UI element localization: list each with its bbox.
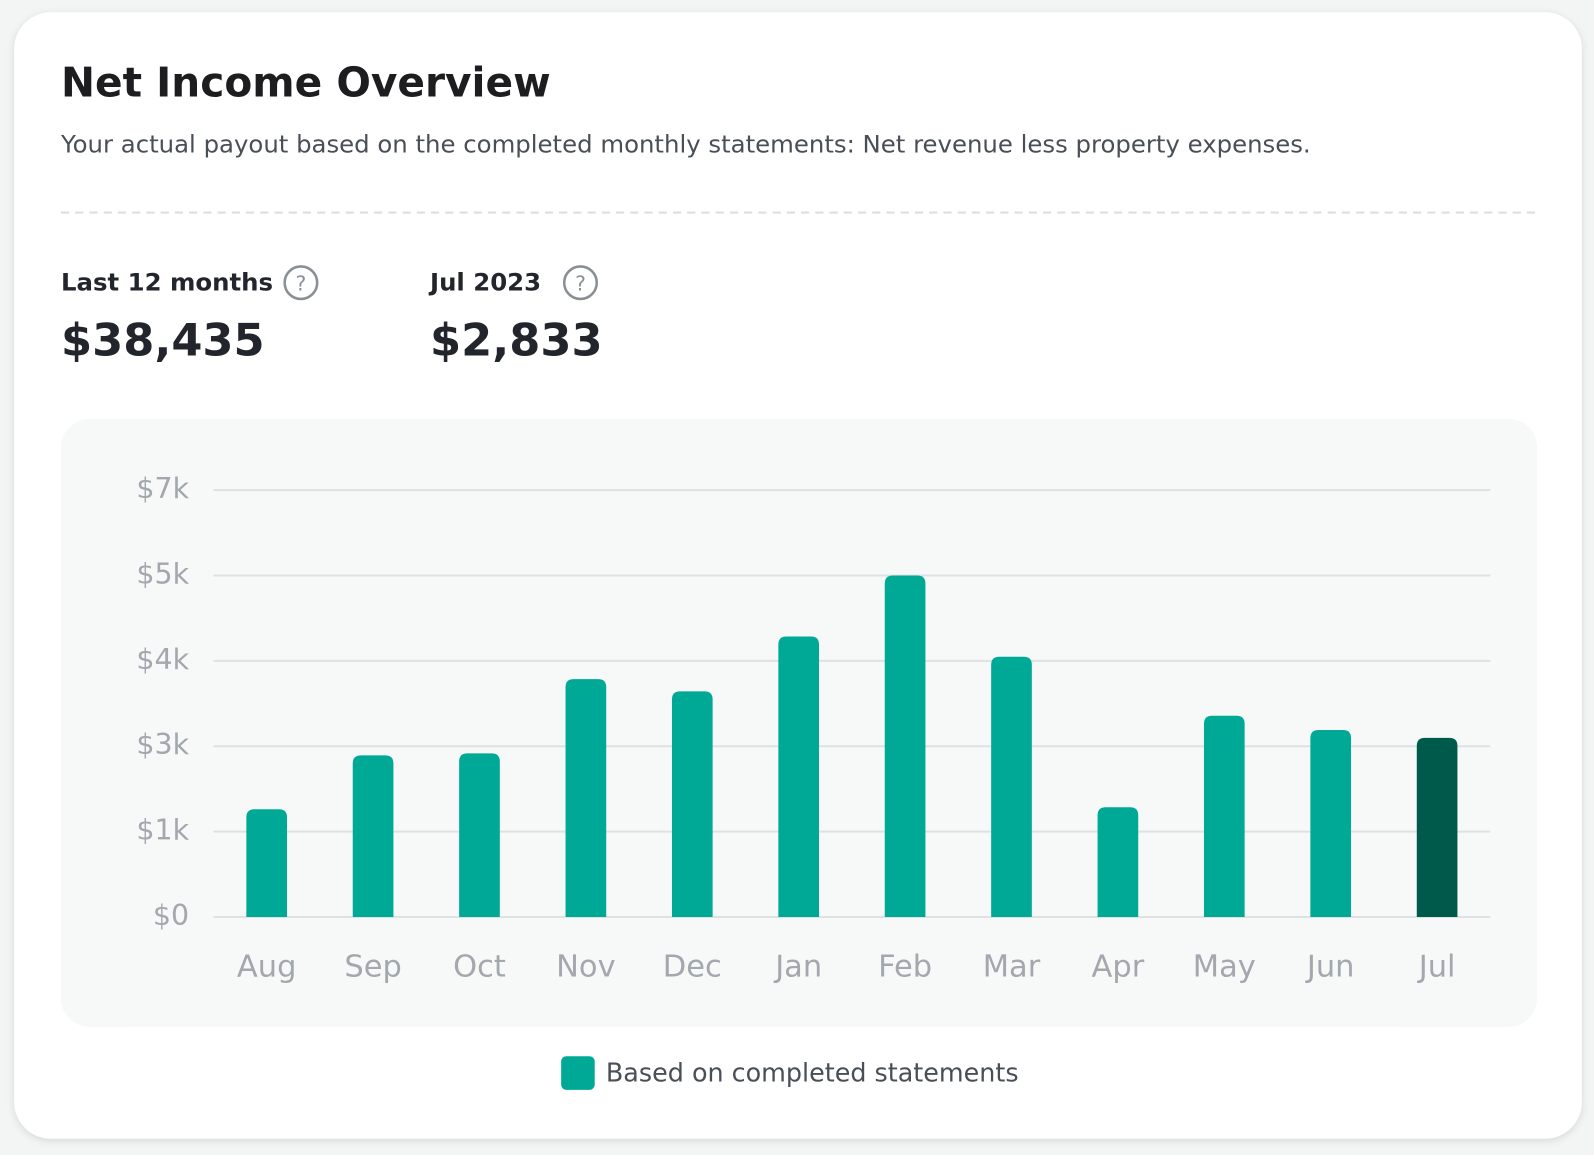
bar [884, 575, 926, 918]
y-tick-label: $5k [136, 557, 189, 590]
bar [565, 679, 607, 918]
legend-label: Based on completed statements [606, 1058, 1019, 1088]
y-tick-label: $7k [136, 472, 189, 505]
x-tick-label: Jul [1417, 949, 1456, 984]
bar [1097, 807, 1139, 918]
plot: $0 $1k $3k $4k $5k $7k Aug Sep Oct Nov Dec Jan Feb Ma… [136, 472, 1491, 1090]
bar [352, 755, 394, 918]
x-tick-label: Jun [1305, 949, 1355, 984]
y-tick-label: $0 [153, 899, 189, 932]
bar [1310, 729, 1352, 918]
svg-text:?: ? [575, 272, 586, 296]
x-tick-label: Mar [983, 949, 1041, 984]
x-tick-label: Aug [237, 949, 297, 984]
x-tick-label: Dec [663, 949, 722, 984]
x-tick-label: Jan [773, 949, 822, 984]
x-tick-label: Nov [556, 949, 616, 984]
stat-value: $38,435 [61, 314, 265, 367]
bar [991, 656, 1032, 918]
subtitle: Your actual payout based on the complete… [60, 129, 1311, 158]
x-tick-label: Apr [1092, 949, 1145, 984]
x-tick-label: Feb [878, 949, 932, 984]
stat-label: Last 12 months [61, 268, 273, 297]
y-tick-label: $1k [136, 814, 189, 847]
title: Net Income Overview [61, 58, 551, 106]
bar [1416, 737, 1458, 918]
x-tick-label: Sep [344, 949, 401, 984]
y-tick-label: $4k [136, 643, 189, 676]
x-tick-label: Oct [453, 949, 506, 984]
bar [459, 753, 500, 918]
svg-text:?: ? [296, 272, 307, 296]
help-icon[interactable]: ? [283, 265, 319, 301]
bar [778, 636, 820, 918]
legend-swatch [561, 1056, 595, 1090]
x-tick-label: May [1193, 949, 1256, 984]
bar [1203, 715, 1245, 918]
y-tick-label: $3k [136, 728, 189, 761]
stat-label: Jul 2023 [428, 268, 541, 297]
bar [671, 691, 713, 918]
bar [246, 809, 288, 918]
help-icon[interactable]: ? [562, 265, 599, 301]
stat-value: $2,833 [430, 314, 603, 367]
